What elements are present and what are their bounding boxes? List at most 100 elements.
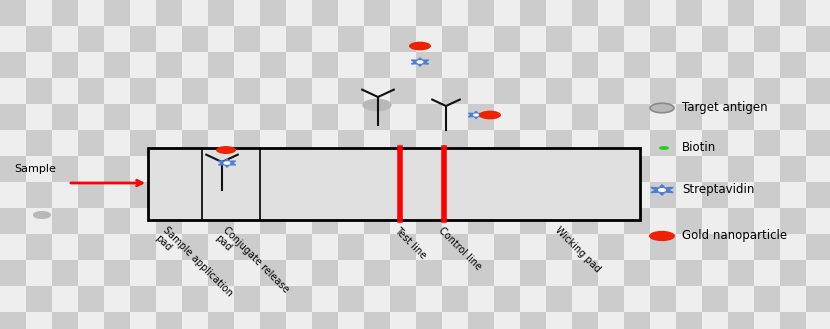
Bar — [754, 312, 780, 329]
Bar — [702, 26, 728, 52]
Bar — [598, 312, 624, 329]
Bar — [780, 78, 806, 104]
Bar — [520, 286, 546, 312]
Bar — [260, 26, 286, 52]
Bar — [182, 312, 208, 329]
Bar — [208, 156, 234, 182]
Bar — [728, 104, 754, 130]
Bar — [364, 104, 390, 130]
Bar — [624, 104, 650, 130]
Bar — [286, 26, 312, 52]
Bar — [572, 0, 598, 26]
Bar — [208, 260, 234, 286]
Bar — [390, 260, 416, 286]
Bar — [182, 0, 208, 26]
Bar — [754, 208, 780, 234]
Bar — [104, 0, 130, 26]
Bar — [494, 130, 520, 156]
Bar — [390, 26, 416, 52]
Bar — [130, 26, 156, 52]
Bar — [78, 156, 104, 182]
Bar — [260, 156, 286, 182]
Bar — [546, 208, 572, 234]
Bar — [442, 52, 468, 78]
Bar — [676, 104, 702, 130]
Bar — [0, 52, 26, 78]
Bar — [546, 286, 572, 312]
Bar — [728, 156, 754, 182]
Bar — [572, 208, 598, 234]
Bar — [130, 260, 156, 286]
Bar — [624, 78, 650, 104]
Bar — [338, 52, 364, 78]
Bar — [676, 208, 702, 234]
Bar — [182, 26, 208, 52]
Bar — [156, 182, 182, 208]
Bar — [78, 260, 104, 286]
Bar — [572, 130, 598, 156]
Bar — [754, 260, 780, 286]
Bar — [182, 104, 208, 130]
Bar — [598, 52, 624, 78]
Bar — [104, 182, 130, 208]
Text: Target antigen: Target antigen — [682, 102, 768, 114]
Bar — [546, 26, 572, 52]
Bar — [52, 312, 78, 329]
Bar — [624, 52, 650, 78]
Bar — [52, 104, 78, 130]
Bar — [286, 208, 312, 234]
Bar — [728, 312, 754, 329]
Bar — [312, 234, 338, 260]
Bar — [416, 312, 442, 329]
Bar — [26, 260, 52, 286]
Bar — [286, 260, 312, 286]
Bar — [286, 234, 312, 260]
Bar — [26, 52, 52, 78]
Bar — [520, 104, 546, 130]
Bar — [208, 286, 234, 312]
Bar — [312, 52, 338, 78]
Bar — [546, 260, 572, 286]
Bar — [598, 260, 624, 286]
Bar — [390, 312, 416, 329]
Bar — [338, 104, 364, 130]
Bar — [520, 78, 546, 104]
Bar — [260, 208, 286, 234]
Bar — [546, 312, 572, 329]
Bar — [390, 286, 416, 312]
Bar — [468, 208, 494, 234]
Bar — [780, 104, 806, 130]
Text: Sample: Sample — [14, 164, 56, 174]
Bar — [260, 104, 286, 130]
Bar — [0, 182, 26, 208]
Bar — [182, 182, 208, 208]
Bar — [650, 312, 676, 329]
Bar — [650, 234, 676, 260]
Bar — [780, 0, 806, 26]
Bar — [546, 182, 572, 208]
Bar — [234, 26, 260, 52]
Text: Test line: Test line — [393, 225, 428, 261]
Bar — [286, 130, 312, 156]
Bar — [156, 130, 182, 156]
Bar — [78, 208, 104, 234]
Bar — [78, 104, 104, 130]
Bar — [468, 312, 494, 329]
Bar — [338, 286, 364, 312]
Bar — [702, 312, 728, 329]
Bar — [598, 0, 624, 26]
Bar — [520, 234, 546, 260]
Circle shape — [650, 103, 674, 113]
Bar — [156, 156, 182, 182]
Bar — [0, 156, 26, 182]
Bar — [624, 182, 650, 208]
Bar — [78, 130, 104, 156]
Bar — [312, 130, 338, 156]
Bar — [312, 104, 338, 130]
Bar — [156, 52, 182, 78]
Bar — [104, 52, 130, 78]
Bar — [78, 78, 104, 104]
Bar — [390, 0, 416, 26]
Bar — [182, 234, 208, 260]
Bar — [234, 234, 260, 260]
